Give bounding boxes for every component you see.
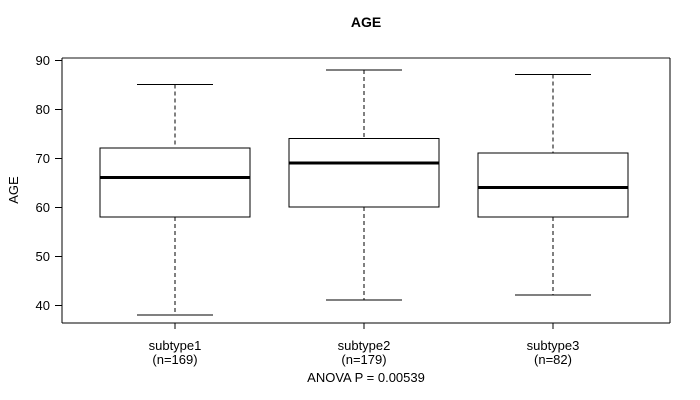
y-tick-label: 40 [36,298,50,313]
x-category-label: subtype3 [527,338,580,353]
box-group-subtype2: subtype2(n=179) [288,69,440,367]
y-tick-label: 60 [36,200,50,215]
box-group-subtype1: subtype1(n=169) [99,84,251,367]
y-tick-label: 50 [36,249,50,264]
x-category-label: subtype2 [338,338,391,353]
anova-annotation: ANOVA P = 0.00539 [307,370,425,385]
x-category-sublabel: (n=169) [152,352,197,367]
y-tick-label: 90 [36,53,50,68]
chart-title: AGE [350,14,382,30]
y-tick-label: 70 [36,151,50,166]
iqr-box [99,147,251,218]
x-category-sublabel: (n=82) [534,352,572,367]
y-tick-label: 80 [36,102,50,117]
x-category-sublabel: (n=179) [341,352,386,367]
box-group-subtype3: subtype3(n=82) [477,74,629,367]
iqr-box [477,152,629,218]
x-category-label: subtype1 [149,338,202,353]
iqr-box [288,137,440,208]
